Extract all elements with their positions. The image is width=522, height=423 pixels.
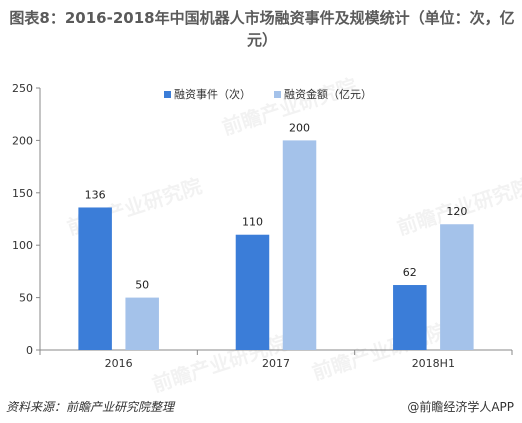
y-tick-label: 0: [26, 344, 33, 357]
x-tick-label: 2016: [105, 357, 133, 370]
y-tick-label: 100: [12, 239, 33, 252]
bar: [282, 140, 317, 350]
chart-bars: 136 110 62 50 200 120: [78, 121, 474, 350]
bar-value-label: 50: [135, 279, 149, 292]
chart-title: 图表8：2016-2018年中国机器人市场融资事件及规模统计（单位：次，亿元）: [9, 9, 515, 49]
watermark-text: 前瞻产业研究院: [309, 319, 450, 385]
legend-swatch: [164, 91, 171, 98]
bar: [393, 285, 427, 350]
chart-legend: 融资事件（次） 融资金额（亿元）: [164, 87, 372, 101]
x-tick-label: 2017: [262, 357, 290, 370]
bar-value-label: 62: [403, 266, 417, 279]
y-tick-label: 50: [19, 292, 33, 305]
bar: [235, 234, 270, 350]
brand-note: @前瞻经济学人APP: [407, 400, 514, 414]
legend-label: 融资金额（亿元）: [284, 87, 372, 101]
y-tick-label: 150: [12, 187, 33, 200]
bar-value-label: 120: [446, 205, 467, 218]
legend-label: 融资事件（次）: [174, 87, 251, 101]
bar: [78, 207, 112, 350]
bar-value-label: 136: [85, 188, 106, 201]
legend-swatch: [274, 91, 281, 98]
bar-value-label: 110: [242, 216, 263, 229]
chart-axes: 0 50 100 150 200 250 2016 2017 2018H1: [12, 82, 513, 370]
y-tick-label: 200: [12, 134, 33, 147]
bar: [440, 224, 474, 350]
bar: [125, 297, 159, 350]
x-tick-label: 2018H1: [412, 357, 455, 370]
source-note: 资料来源：前瞻产业研究院整理: [6, 400, 175, 414]
bar-value-label: 200: [289, 121, 310, 134]
y-tick-label: 250: [12, 82, 33, 95]
